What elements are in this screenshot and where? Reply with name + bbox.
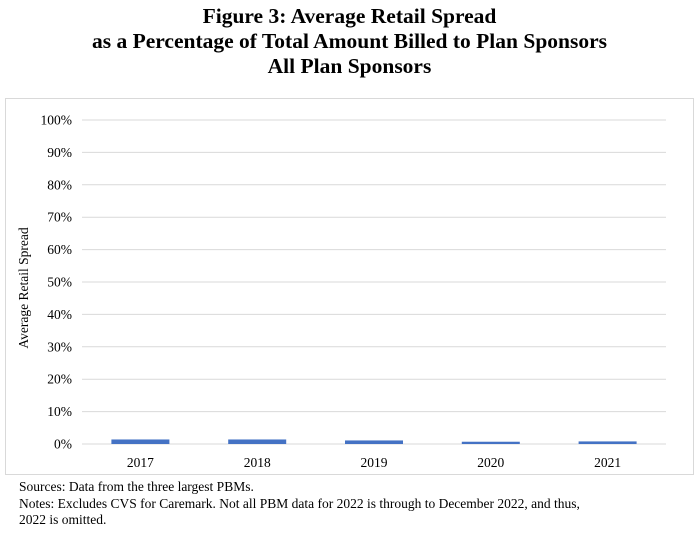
x-tick-label: 2018 — [244, 455, 271, 470]
sources-note: Sources: Data from the three largest PBM… — [19, 479, 254, 494]
notes-line-1: Notes: Excludes CVS for Caremark. Not al… — [19, 495, 580, 511]
y-tick-label: 40% — [47, 307, 72, 322]
chart-frame — [5, 98, 694, 475]
bar-2020 — [461, 441, 520, 444]
bar-2019 — [345, 440, 403, 444]
chart-notes: Sources: Data from the three largest PBM… — [19, 479, 689, 529]
x-tick-label: 2021 — [594, 455, 621, 470]
x-tick-label: 2019 — [361, 455, 388, 470]
y-tick-label: 20% — [47, 372, 72, 387]
title-line-2: as a Percentage of Total Amount Billed t… — [91, 29, 608, 53]
x-tick-label: 2017 — [127, 455, 154, 470]
y-tick-label: 70% — [47, 210, 72, 225]
notes-line-2: 2022 is omitted. — [19, 512, 107, 527]
title-line-1: Figure 3: Average Retail Spread — [202, 4, 497, 28]
y-tick-label: 50% — [47, 275, 72, 290]
y-tick-label: 80% — [47, 177, 72, 192]
y-axis-label: Average Retail Spread — [16, 227, 31, 348]
y-tick-label: 100% — [41, 113, 73, 128]
y-tick-label: 0% — [54, 437, 72, 452]
chart-title: Figure 3: Average Retail Spread as a Per… — [0, 4, 699, 79]
bar-2021 — [578, 441, 637, 444]
y-tick-label: 10% — [47, 404, 72, 419]
bar-2017 — [111, 439, 170, 444]
y-tick-label: 30% — [47, 339, 72, 354]
x-tick-label: 2020 — [477, 455, 504, 470]
title-line-3: All Plan Sponsors — [267, 54, 432, 78]
bar-2018 — [228, 439, 287, 444]
y-tick-label: 60% — [47, 242, 72, 257]
y-tick-label: 90% — [47, 145, 72, 160]
